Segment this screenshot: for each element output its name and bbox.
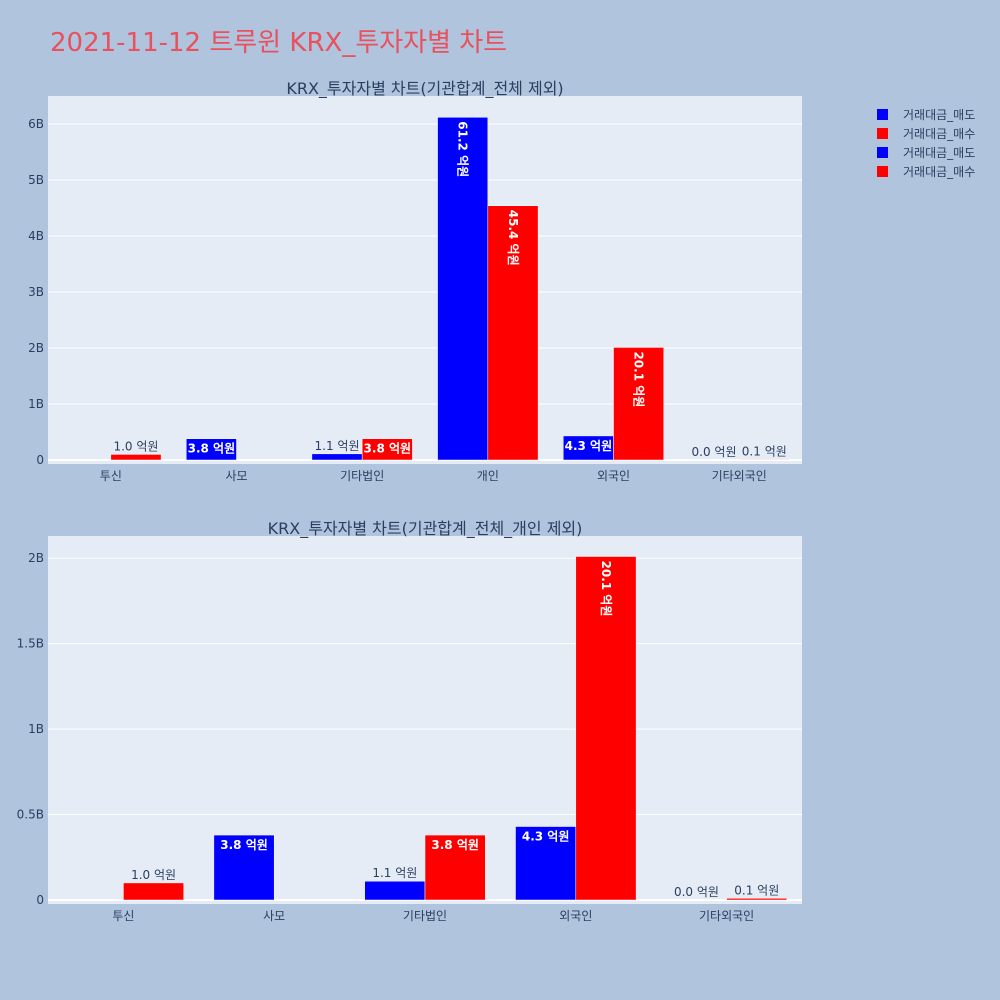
data-label: 4.3 억원 (522, 830, 570, 844)
data-label: 1.0 억원 (131, 868, 176, 882)
data-label: 3.8 억원 (188, 442, 236, 456)
bar-buy (361, 438, 413, 461)
x-tick-label: 기타외국인 (712, 469, 767, 483)
data-label: 1.1 억원 (372, 866, 417, 880)
data-label: 0.1 억원 (742, 444, 787, 458)
subplot-title: KRX_투자자별 차트(기관합계_전체 제외) (286, 79, 563, 99)
data-label: 3.8 억원 (431, 838, 479, 852)
bar-buy (726, 898, 788, 901)
y-tick-label: 0.5B (17, 808, 44, 822)
bar-sell (437, 117, 489, 461)
data-label: 0.0 억원 (674, 885, 719, 899)
bar-sell (213, 834, 275, 901)
bar-sell (185, 438, 237, 461)
x-tick-label: 사모 (225, 469, 247, 483)
y-tick-label: 2B (28, 551, 44, 565)
legend-swatch[interactable] (877, 166, 888, 177)
data-label: 20.1 억원 (632, 351, 646, 407)
bar-sell (515, 826, 577, 901)
chart-panel-2: 0 0.5B 1B 1.5B 2B KRX_투자자별 차트(기관합계_전체_개인 제외) 투… (17, 519, 802, 923)
bar-buy (575, 556, 637, 901)
y-tick-label: 5B (28, 173, 44, 187)
plot-area (48, 96, 802, 464)
bar-buy (487, 205, 539, 461)
y-tick-label: 1B (28, 722, 44, 736)
x-tick-label: 투신 (100, 469, 122, 483)
subplot-title: KRX_투자자별 차트(기관합계_전체_개인 제외) (268, 519, 583, 539)
x-tick-label: 외국인 (559, 909, 592, 923)
data-label: 3.8 억원 (220, 838, 268, 852)
x-tick-label: 기타법인 (403, 909, 447, 923)
x-tick-label: 기타법인 (340, 469, 384, 483)
y-tick-label: 3B (28, 285, 44, 299)
x-tick-label: 투신 (112, 909, 134, 923)
data-label: 4.3 억원 (565, 439, 613, 453)
legend-item-label[interactable]: 거래대금_매도 (903, 146, 975, 160)
x-tick-label: 개인 (477, 469, 499, 483)
data-label: 1.1 억원 (315, 439, 360, 453)
legend-item-label[interactable]: 거래대금_매도 (903, 108, 975, 122)
legend-swatch[interactable] (877, 147, 888, 158)
chart-panel-1: 0 1B 2B 3B 4B 5B 6B KRX_투자자별 차트(기관합계_전체 제외) 투신 1.… (28, 79, 802, 483)
bar-buy (613, 347, 665, 461)
x-tick-label: 기타외국인 (699, 909, 754, 923)
y-tick-label: 0 (36, 893, 44, 907)
data-label: 45.4 억원 (506, 210, 520, 266)
data-label: 61.2 억원 (456, 121, 470, 177)
data-label: 20.1 억원 (599, 561, 613, 617)
data-label: 0.1 억원 (734, 883, 779, 897)
bar-buy (123, 882, 184, 901)
y-tick-label: 6B (28, 117, 44, 131)
x-tick-label: 외국인 (597, 469, 630, 483)
legend-swatch[interactable] (877, 109, 888, 120)
bar-sell (562, 435, 614, 461)
y-tick-label: 1.5B (17, 637, 44, 651)
bar-sell (311, 453, 363, 461)
legend-item-label[interactable]: 거래대금_매수 (903, 127, 975, 141)
legend-swatch[interactable] (877, 128, 888, 139)
bar-buy (110, 454, 162, 461)
bar-buy (738, 459, 790, 461)
bar-sell (364, 880, 426, 901)
data-label: 1.0 억원 (113, 439, 158, 453)
y-tick-label: 2B (28, 341, 44, 355)
data-label: 0.0 억원 (692, 445, 737, 459)
y-tick-label: 0 (36, 453, 44, 467)
page-title: 2021-11-12 트루윈 KRX_투자자별 차트 (50, 28, 508, 58)
data-label: 3.8 억원 (364, 442, 412, 456)
legend-item-label[interactable]: 거래대금_매수 (903, 165, 975, 179)
y-tick-label: 1B (28, 397, 44, 411)
x-tick-label: 사모 (263, 909, 285, 923)
y-tick-label: 4B (28, 229, 44, 243)
bar-buy (424, 834, 486, 901)
